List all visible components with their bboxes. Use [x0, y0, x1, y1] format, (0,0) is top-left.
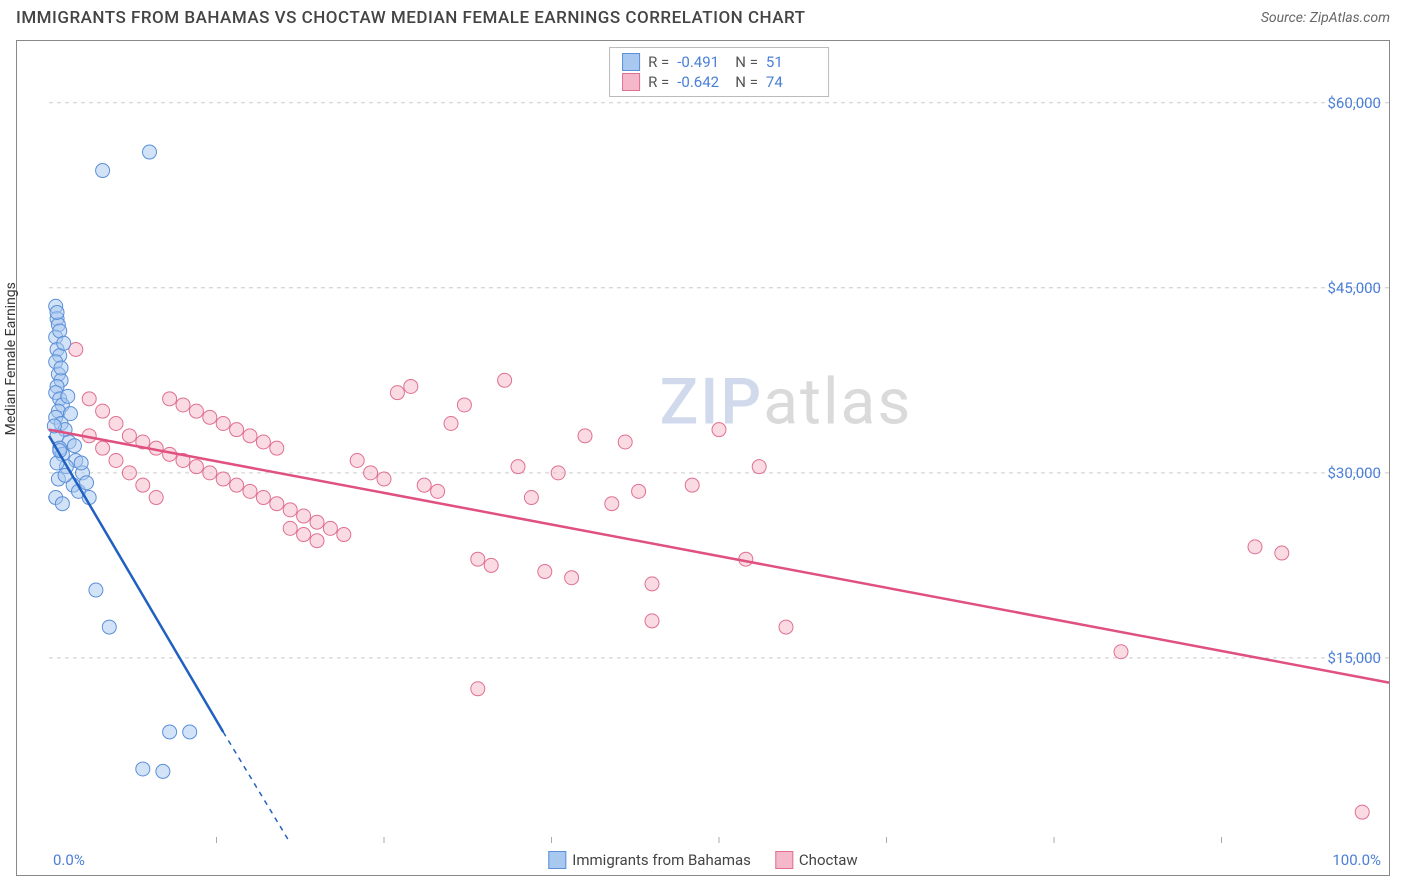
swatch-series1	[622, 53, 640, 71]
x-axis-min-label: 0.0%	[53, 851, 85, 869]
n-label-2: N =	[735, 73, 758, 91]
y-tick-label: $60,000	[1327, 94, 1381, 112]
r-label-1: R =	[648, 53, 669, 71]
n-label-1: N =	[735, 53, 758, 71]
correlation-legend: R = -0.491 N = 51 R = -0.642 N = 74	[609, 47, 829, 97]
source-name: ZipAtlas.com	[1310, 10, 1390, 26]
n-value-2: 74	[766, 73, 816, 91]
legend-item-2: Choctaw	[775, 851, 858, 869]
r-value-2: -0.642	[677, 73, 727, 91]
y-tick-label: $15,000	[1327, 649, 1381, 667]
x-axis-max-label: 100.0%	[1332, 851, 1381, 869]
source-attribution: Source: ZipAtlas.com	[1261, 10, 1390, 26]
y-tick-label: $45,000	[1327, 279, 1381, 297]
legend-label-2: Choctaw	[799, 851, 858, 869]
source-label: Source:	[1261, 10, 1306, 26]
correlation-row-2: R = -0.642 N = 74	[622, 72, 816, 92]
series-legend: Immigrants from Bahamas Choctaw	[548, 851, 857, 869]
plot-svg	[49, 41, 1389, 843]
chart-container: Median Female Earnings ZIPatlas R = -0.4…	[16, 40, 1390, 876]
chart-title: IMMIGRANTS FROM BAHAMAS VS CHOCTAW MEDIA…	[16, 8, 806, 28]
legend-label-1: Immigrants from Bahamas	[572, 851, 751, 869]
n-value-1: 51	[766, 53, 816, 71]
plot-area: ZIPatlas R = -0.491 N = 51 R = -0.642 N …	[49, 41, 1389, 843]
r-label-2: R =	[648, 73, 669, 91]
correlation-row-1: R = -0.491 N = 51	[622, 52, 816, 72]
y-tick-label: $30,000	[1327, 464, 1381, 482]
swatch-series2	[622, 73, 640, 91]
legend-item-1: Immigrants from Bahamas	[548, 851, 751, 869]
title-bar: IMMIGRANTS FROM BAHAMAS VS CHOCTAW MEDIA…	[0, 0, 1406, 32]
legend-swatch-1	[548, 851, 566, 869]
y-axis-label: Median Female Earnings	[3, 282, 19, 435]
legend-swatch-2	[775, 851, 793, 869]
r-value-1: -0.491	[677, 53, 727, 71]
